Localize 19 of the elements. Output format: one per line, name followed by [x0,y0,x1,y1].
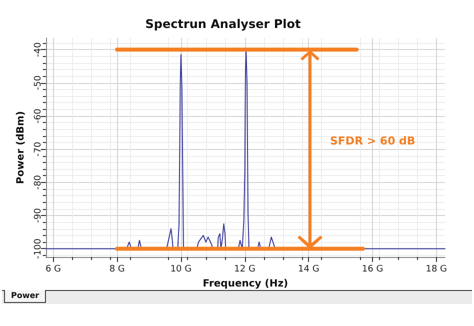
chart-title: Spectrun Analyser Plot [145,17,302,31]
y-tick-label: -70 [33,142,44,157]
tab-strip: Power [2,290,472,304]
y-tick-label: -100 [33,238,44,259]
annotation: SFDR > 60 dB [330,134,416,148]
y-tick-label: -40 [33,42,44,57]
x-tick-label: 10 G [170,264,192,274]
x-tick-label: 6 G [45,264,62,274]
x-tick-label: 12 G [234,264,256,274]
y-tick-label: -50 [33,75,44,90]
x-tick-label: 16 G [362,264,384,274]
x-tick-label: 18 G [426,264,448,274]
x-tick-label: 8 G [109,264,125,274]
y-tick-label: -60 [33,108,44,124]
x-axis-title: Frequency (Hz) [202,278,288,290]
y-axis-title: Power (dBm) [16,111,26,184]
x-tick-label: 14 G [298,264,320,274]
y-tick-label: -90 [33,208,44,223]
y-tick-label: -80 [33,174,44,190]
